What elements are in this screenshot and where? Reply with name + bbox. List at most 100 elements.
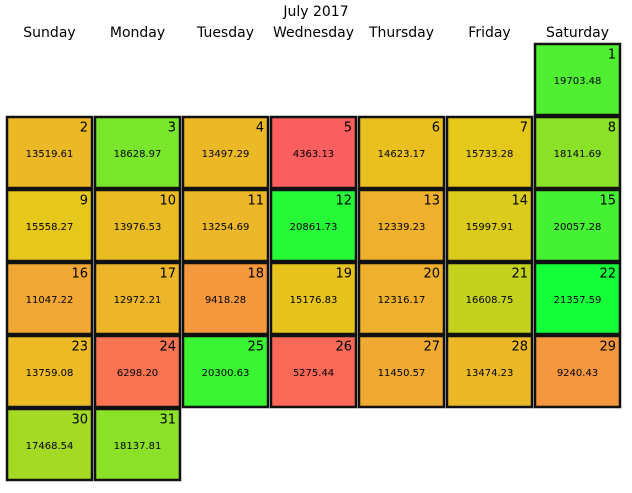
day-cell [181,188,270,263]
value-label: 18628.97 [114,149,162,160]
day-cell [357,261,446,336]
day-cell [93,115,182,190]
day-cell [445,334,534,409]
value-label: 13976.53 [114,222,162,233]
day-number: 4 [256,121,264,136]
day-cell [533,334,622,409]
day-number: 2 [80,121,88,136]
day-number: 3 [168,121,176,136]
day-number: 31 [159,413,176,428]
day-number: 10 [159,194,176,209]
value-label: 13474.23 [466,368,514,379]
day-number: 9 [80,194,88,209]
day-cell [269,188,358,263]
day-cell [445,115,534,190]
day-number: 21 [511,267,528,282]
day-number: 27 [423,340,440,355]
value-label: 15733.28 [466,149,514,160]
day-number: 6 [432,121,440,136]
value-label: 15558.27 [26,222,74,233]
value-label: 20057.28 [554,222,602,233]
day-number: 16 [71,267,88,282]
value-label: 13759.08 [26,368,74,379]
value-label: 14623.17 [378,149,426,160]
day-cell [93,407,182,482]
day-cell [5,261,94,336]
day-number: 1 [608,48,616,63]
day-cell [445,188,534,263]
value-label: 9240.43 [557,368,598,379]
day-cell [269,115,358,190]
weekday-label: Thursday [368,25,434,41]
value-label: 20861.73 [290,222,338,233]
day-number: 18 [247,267,264,282]
day-number: 11 [247,194,264,209]
day-cell [5,407,94,482]
day-cell [93,261,182,336]
value-label: 5275.44 [293,368,334,379]
day-number: 5 [344,121,352,136]
weekday-label: Friday [468,25,510,41]
value-label: 13254.69 [202,222,250,233]
day-cell [533,115,622,190]
value-label: 11450.57 [378,368,426,379]
day-number: 29 [599,340,616,355]
day-cell [269,334,358,409]
value-label: 21357.59 [554,295,602,306]
day-cell [357,334,446,409]
day-cell [445,261,534,336]
day-number: 25 [247,340,264,355]
value-label: 15997.91 [466,222,514,233]
day-cell [357,115,446,190]
day-cell [5,188,94,263]
day-number: 17 [159,267,176,282]
day-number: 22 [599,267,616,282]
day-cell [533,261,622,336]
day-number: 13 [423,194,440,209]
day-number: 12 [335,194,352,209]
value-label: 6298.20 [117,368,158,379]
weekday-label: Tuesday [196,25,254,41]
day-cell [181,261,270,336]
day-cell [533,188,622,263]
chart-title: July 2017 [282,4,348,20]
day-number: 7 [520,121,528,136]
day-cell [181,115,270,190]
weekday-label: Sunday [23,25,75,41]
day-number: 24 [159,340,176,355]
day-cell [93,188,182,263]
value-label: 16608.75 [466,295,514,306]
value-label: 18137.81 [114,441,162,452]
value-label: 12972.21 [114,295,162,306]
day-cell [533,42,622,117]
value-label: 12316.17 [378,295,426,306]
day-number: 15 [599,194,616,209]
value-label: 15176.83 [290,295,338,306]
value-label: 11047.22 [26,295,74,306]
day-number: 20 [423,267,440,282]
day-number: 30 [71,413,88,428]
value-label: 18141.69 [554,149,602,160]
day-number: 8 [608,121,616,136]
value-label: 17468.54 [26,441,74,452]
value-label: 13519.61 [26,149,74,160]
day-cell [357,188,446,263]
day-number: 19 [335,267,352,282]
weekday-label: Monday [110,25,165,41]
day-number: 23 [71,340,88,355]
value-label: 4363.13 [293,149,334,160]
value-label: 20300.63 [202,368,250,379]
weekday-label: Wednesday [273,25,354,41]
day-cell [5,115,94,190]
value-label: 12339.23 [378,222,426,233]
day-cell [93,334,182,409]
day-cell [181,334,270,409]
day-cell [5,334,94,409]
day-number: 26 [335,340,352,355]
value-label: 13497.29 [202,149,250,160]
day-number: 14 [511,194,528,209]
weekday-label: Saturday [546,25,609,41]
value-label: 9418.28 [205,295,246,306]
day-number: 28 [511,340,528,355]
